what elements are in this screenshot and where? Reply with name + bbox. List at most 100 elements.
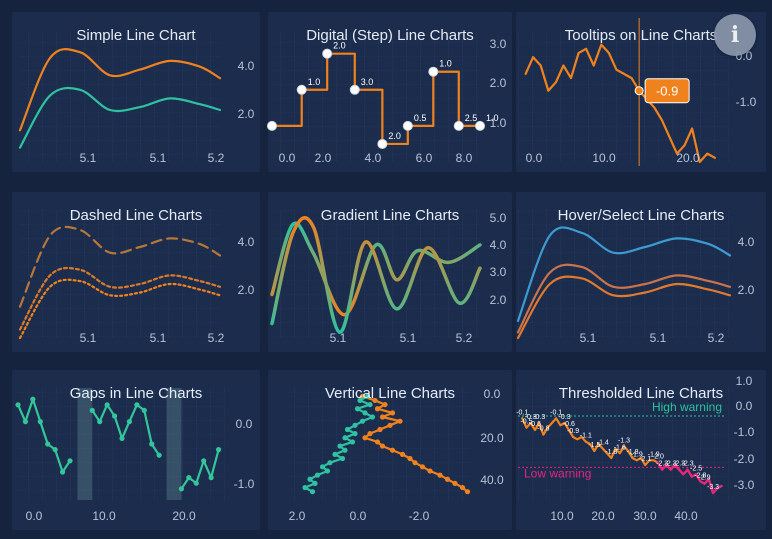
data-point[interactable] <box>377 426 383 433</box>
data-point[interactable] <box>382 401 388 408</box>
step-point[interactable] <box>377 138 388 149</box>
step-point[interactable] <box>475 120 485 131</box>
series-line[interactable] <box>516 263 732 334</box>
tooltip-marker <box>634 86 644 96</box>
data-point[interactable] <box>437 472 443 478</box>
data-point[interactable] <box>452 480 458 487</box>
data-point[interactable] <box>389 410 396 416</box>
data-point[interactable] <box>367 401 373 408</box>
data-point[interactable] <box>314 472 321 478</box>
data-point[interactable] <box>337 443 343 449</box>
data-point[interactable] <box>312 480 318 487</box>
step-point[interactable] <box>453 120 464 131</box>
data-point[interactable] <box>309 489 316 495</box>
step-data-label: 2.0 <box>388 131 401 141</box>
data-point[interactable] <box>201 458 207 464</box>
series-line[interactable] <box>18 86 222 149</box>
step-data-label: 2.0 <box>333 41 346 51</box>
data-point[interactable] <box>464 489 471 495</box>
data-point[interactable] <box>379 414 386 420</box>
data-point[interactable] <box>352 422 358 428</box>
threshold-data-label: -2.8 <box>694 472 706 479</box>
data-point[interactable] <box>412 460 418 466</box>
data-point[interactable] <box>111 413 118 419</box>
data-point[interactable] <box>362 435 368 441</box>
data-point[interactable] <box>97 419 103 425</box>
data-point[interactable] <box>427 468 433 474</box>
data-point[interactable] <box>374 406 381 412</box>
series-segment-low <box>656 461 664 471</box>
data-point[interactable] <box>397 418 403 424</box>
data-point[interactable] <box>352 431 358 437</box>
data-point[interactable] <box>407 455 413 462</box>
data-point[interactable] <box>15 402 21 408</box>
series-line[interactable] <box>270 52 482 146</box>
data-point[interactable] <box>30 396 36 402</box>
series-line[interactable] <box>18 266 222 331</box>
step-point[interactable] <box>349 84 360 95</box>
data-point[interactable] <box>208 475 214 481</box>
data-point[interactable] <box>444 476 451 482</box>
data-point[interactable] <box>104 402 110 408</box>
step-point[interactable] <box>267 120 277 131</box>
data-point[interactable] <box>419 464 426 470</box>
step-point[interactable] <box>402 120 413 131</box>
data-point[interactable] <box>372 397 378 404</box>
data-point[interactable] <box>342 435 348 441</box>
data-point[interactable] <box>359 418 366 424</box>
data-point[interactable] <box>302 484 308 491</box>
data-point[interactable] <box>399 451 406 457</box>
data-point[interactable] <box>186 475 192 481</box>
data-point[interactable] <box>374 439 381 445</box>
data-point[interactable] <box>362 410 368 416</box>
data-point[interactable] <box>59 469 66 475</box>
data-point[interactable] <box>134 402 140 408</box>
data-point[interactable] <box>119 435 125 441</box>
series-line[interactable] <box>18 48 222 132</box>
data-point[interactable] <box>89 407 95 413</box>
data-point[interactable] <box>141 407 147 413</box>
data-point[interactable] <box>459 484 466 491</box>
data-point[interactable] <box>67 458 73 464</box>
data-point[interactable] <box>319 464 326 470</box>
step-point[interactable] <box>428 66 439 77</box>
data-point[interactable] <box>342 447 348 453</box>
data-point[interactable] <box>349 439 356 445</box>
data-point[interactable] <box>307 476 313 482</box>
data-point[interactable] <box>354 406 361 412</box>
series-line[interactable] <box>91 403 161 457</box>
data-point[interactable] <box>364 393 371 399</box>
info-button[interactable]: i <box>714 14 756 56</box>
data-point[interactable] <box>369 414 376 420</box>
data-point[interactable] <box>45 441 51 447</box>
series-line[interactable] <box>18 225 222 308</box>
data-point[interactable] <box>178 486 185 492</box>
series-line[interactable] <box>18 278 222 340</box>
data-point[interactable] <box>387 422 393 428</box>
data-point[interactable] <box>367 431 373 437</box>
data-point[interactable] <box>126 419 133 425</box>
data-point[interactable] <box>149 441 155 447</box>
data-point[interactable] <box>332 451 338 457</box>
data-point[interactable] <box>379 443 386 449</box>
data-point[interactable] <box>22 419 29 425</box>
series-line[interactable] <box>16 398 72 474</box>
series-line[interactable] <box>516 226 732 322</box>
step-point[interactable] <box>322 48 333 59</box>
y-tick-label: 20.0 <box>480 431 504 445</box>
data-point[interactable] <box>344 426 351 433</box>
data-point[interactable] <box>215 447 222 453</box>
data-point[interactable] <box>389 447 396 453</box>
series-line[interactable] <box>524 43 716 164</box>
data-point[interactable] <box>193 480 199 486</box>
series-line[interactable] <box>516 275 732 340</box>
data-point[interactable] <box>327 460 333 466</box>
data-point[interactable] <box>357 397 363 404</box>
step-point[interactable] <box>296 84 307 95</box>
data-point[interactable] <box>324 468 331 474</box>
data-point[interactable] <box>156 452 162 458</box>
series-line[interactable] <box>270 216 482 334</box>
data-point[interactable] <box>37 419 43 425</box>
data-point[interactable] <box>52 447 58 453</box>
data-point[interactable] <box>339 455 346 462</box>
